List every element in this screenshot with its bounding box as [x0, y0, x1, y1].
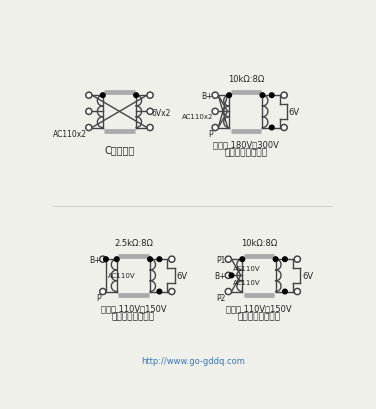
Circle shape [260, 94, 265, 98]
Text: 屏压为 180V～300V: 屏压为 180V～300V [213, 140, 279, 149]
Text: AC110V: AC110V [233, 266, 261, 272]
Text: P: P [208, 130, 213, 139]
Text: 推挤变压器改线图: 推挤变压器改线图 [238, 312, 280, 321]
Circle shape [270, 126, 274, 130]
Circle shape [294, 256, 300, 263]
Circle shape [103, 257, 108, 262]
Circle shape [147, 125, 153, 131]
Text: 6V: 6V [176, 271, 188, 280]
Circle shape [294, 289, 300, 295]
Text: 10kΩ:8Ω: 10kΩ:8Ω [227, 75, 264, 84]
Text: AC110x2: AC110x2 [53, 130, 87, 139]
Circle shape [86, 125, 92, 131]
Circle shape [148, 257, 152, 262]
Text: AC110V: AC110V [108, 273, 135, 279]
Text: C型变压器: C型变压器 [104, 145, 135, 155]
Circle shape [147, 93, 153, 99]
Circle shape [169, 289, 175, 295]
Circle shape [281, 93, 287, 99]
Text: B+: B+ [202, 92, 213, 101]
Text: 6V: 6V [302, 271, 313, 280]
Text: AC110x2: AC110x2 [182, 114, 213, 119]
Text: AC110V: AC110V [233, 280, 261, 285]
Circle shape [229, 273, 234, 278]
Circle shape [114, 257, 119, 262]
Text: 2.5kΩ:8Ω: 2.5kΩ:8Ω [114, 238, 153, 247]
Circle shape [100, 94, 105, 98]
Circle shape [86, 109, 92, 115]
Circle shape [86, 93, 92, 99]
Circle shape [169, 256, 175, 263]
Circle shape [157, 257, 162, 262]
Circle shape [134, 94, 138, 98]
Circle shape [100, 289, 106, 295]
Circle shape [100, 256, 106, 263]
Circle shape [270, 94, 274, 98]
Text: 单端变压器改线图: 单端变压器改线图 [112, 312, 155, 321]
Circle shape [227, 94, 232, 98]
Circle shape [283, 290, 287, 294]
Text: http://www.go-gddq.com: http://www.go-gddq.com [141, 356, 245, 365]
Text: 单端变压器改线图: 单端变压器改线图 [224, 148, 267, 157]
Text: 6V: 6V [289, 108, 300, 117]
Circle shape [157, 290, 162, 294]
Text: 6Vx2: 6Vx2 [152, 109, 171, 118]
Text: B+: B+ [89, 255, 100, 264]
Circle shape [212, 125, 218, 131]
Circle shape [225, 273, 232, 279]
Circle shape [273, 257, 278, 262]
Text: P1: P1 [217, 255, 226, 264]
Circle shape [225, 256, 232, 263]
Text: 屏压为 110V～150V: 屏压为 110V～150V [101, 304, 166, 313]
Text: 10kΩ:8Ω: 10kΩ:8Ω [241, 238, 277, 247]
Circle shape [212, 93, 218, 99]
Circle shape [283, 257, 287, 262]
Circle shape [147, 109, 153, 115]
Circle shape [281, 125, 287, 131]
Circle shape [225, 289, 232, 295]
Circle shape [240, 257, 245, 262]
Text: P: P [96, 293, 100, 302]
Text: P2: P2 [217, 293, 226, 302]
Text: 屏压为 110V～150V: 屏压为 110V～150V [226, 304, 292, 313]
Text: B+: B+ [215, 271, 226, 280]
Circle shape [212, 109, 218, 115]
